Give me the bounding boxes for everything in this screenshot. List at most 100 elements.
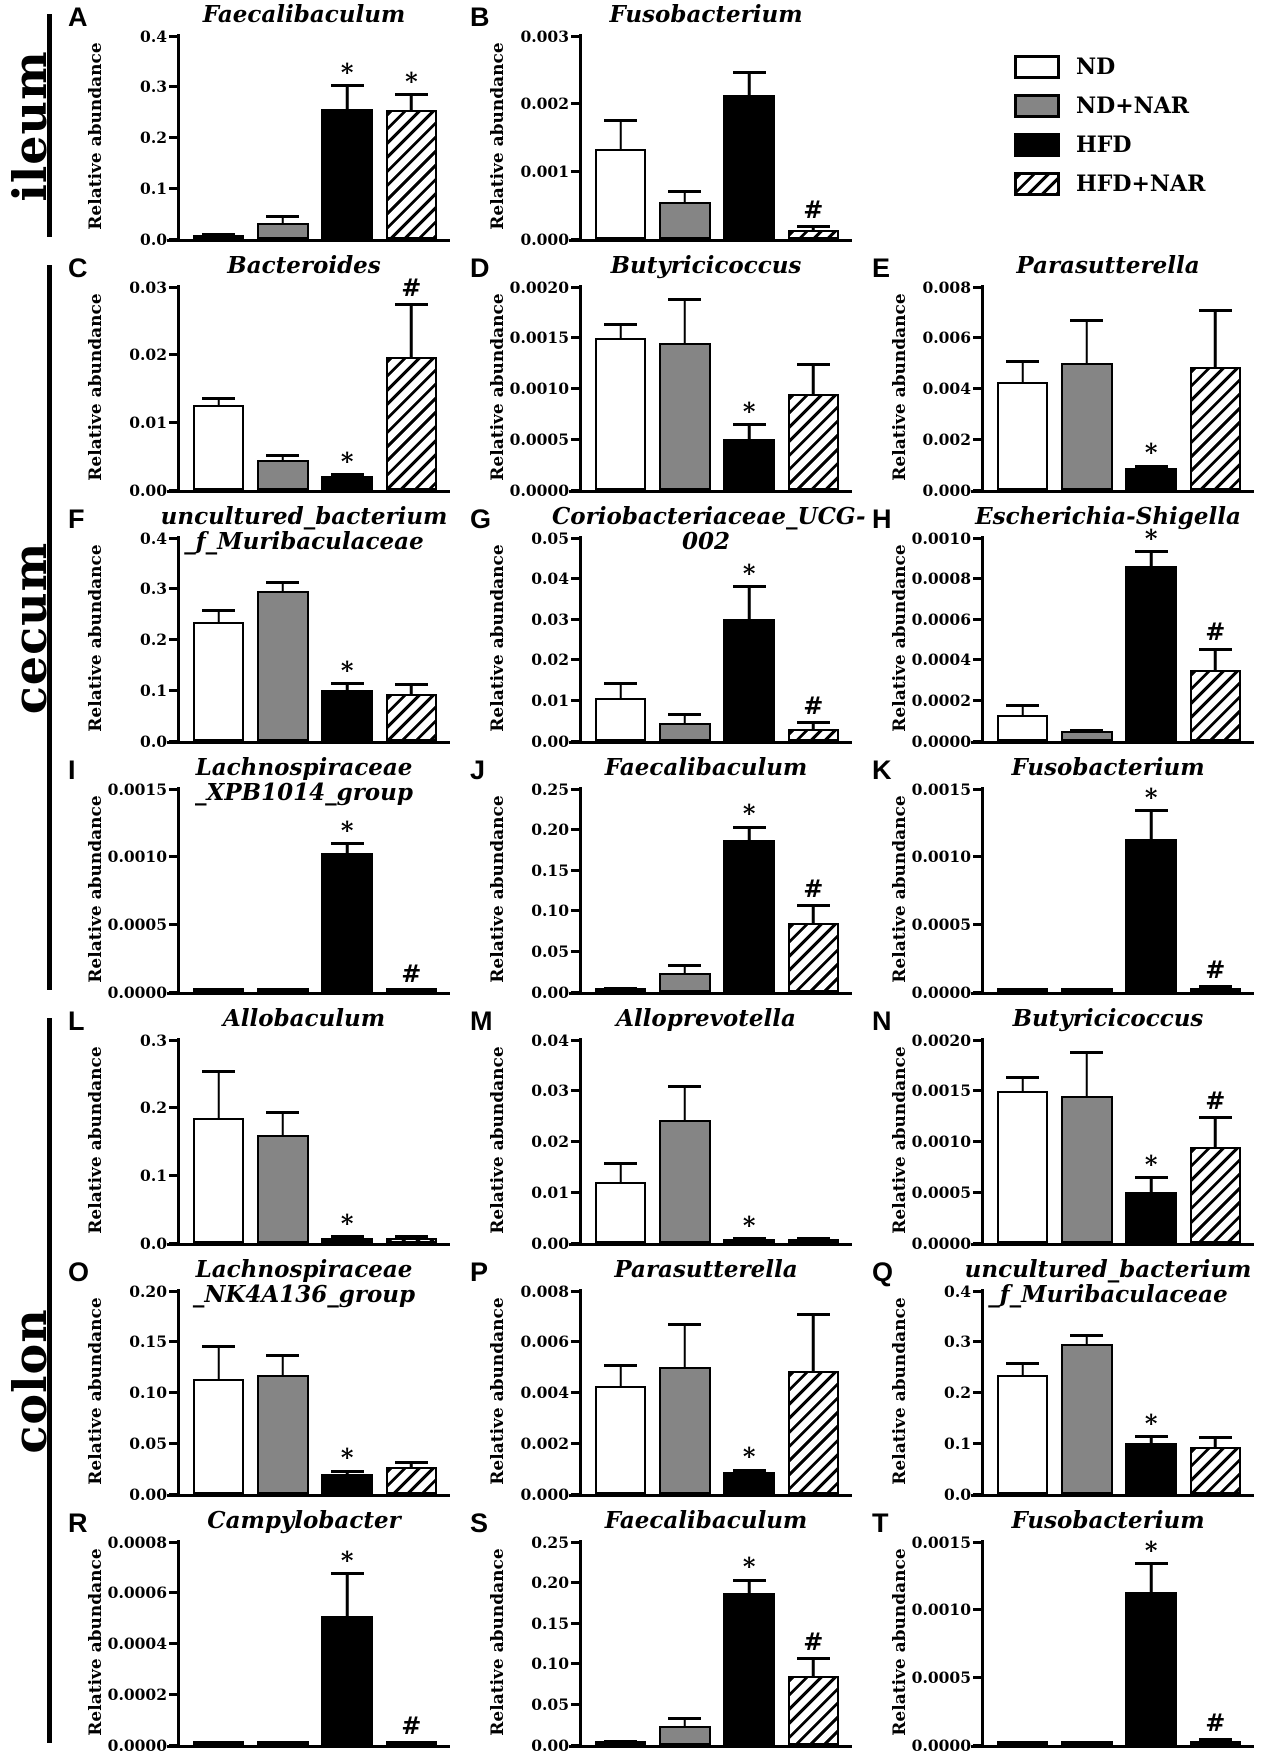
y-tick-label: 0.0006 bbox=[107, 1583, 167, 1602]
error-bar-line bbox=[747, 71, 751, 95]
bar-cell-ND bbox=[192, 789, 245, 992]
bar-ND+NAR bbox=[659, 201, 711, 239]
bar-HFD+NAR bbox=[787, 1675, 839, 1745]
y-tick-label: 0.0005 bbox=[509, 429, 569, 449]
significance-marker: * bbox=[1144, 1408, 1158, 1438]
y-tick-mark bbox=[169, 1642, 177, 1645]
panel-title-line: uncultured_bacterium bbox=[964, 1256, 1252, 1283]
panel-row: I Relative abundance Lachnospiraceae _XPB10… bbox=[60, 753, 1267, 1004]
error-bar bbox=[257, 581, 308, 592]
error-bar-cap bbox=[796, 1312, 830, 1316]
bar-HFD bbox=[1125, 1443, 1177, 1494]
panel-title-line: Alloprevotella bbox=[616, 1005, 796, 1032]
y-axis-line bbox=[177, 1540, 180, 1748]
error-bar bbox=[1125, 809, 1176, 840]
bar-HFD+NAR bbox=[787, 229, 839, 239]
y-tick-mark bbox=[169, 1743, 177, 1747]
bar-ND bbox=[192, 621, 245, 741]
y-tick-label: 0.0 bbox=[140, 1233, 167, 1253]
y-tick-label: 0.0002 bbox=[911, 690, 971, 710]
bar-group: * # bbox=[582, 789, 852, 992]
error-bar-cap bbox=[394, 989, 428, 993]
panel-O: O Relative abundance Lachnospiraceae _NK4A1… bbox=[60, 1255, 462, 1506]
error-bar bbox=[788, 1236, 839, 1240]
plot-area: Escherichia-Shigella 0.0000 0.0002 0.0004 0.… bbox=[912, 504, 1254, 748]
y-tick-label: 0.10 bbox=[129, 1382, 167, 1402]
y-axis-label: Relative abundance bbox=[86, 1547, 106, 1736]
panel-letter: D bbox=[470, 253, 490, 283]
error-bar-cap bbox=[668, 298, 702, 302]
panel-title-line: Campylobacter bbox=[207, 1507, 401, 1534]
y-tick-mark bbox=[571, 1492, 579, 1496]
y-axis-label: Relative abundance bbox=[86, 1296, 106, 1485]
bar-cell-HFD: * bbox=[723, 789, 775, 992]
y-tick-label: 0.20 bbox=[129, 1281, 167, 1301]
error-bar-cap bbox=[202, 608, 236, 612]
panel-letter: I bbox=[68, 755, 76, 785]
significance-marker: # bbox=[1205, 955, 1226, 985]
x-axis-line bbox=[569, 490, 852, 493]
y-tick-label: 0.25 bbox=[531, 779, 569, 799]
error-bar-cap bbox=[202, 1070, 236, 1074]
error-bar bbox=[193, 608, 244, 622]
y-tick-label: 0.3 bbox=[944, 1332, 971, 1351]
y-tick-mark bbox=[571, 1089, 579, 1093]
y-tick-mark bbox=[973, 1340, 981, 1344]
error-bar-cap bbox=[266, 454, 300, 458]
y-tick-mark bbox=[571, 1743, 579, 1747]
error-bar bbox=[1190, 1435, 1241, 1447]
bar-cell-ND bbox=[192, 36, 245, 239]
bar-cell-ND+NAR bbox=[1061, 287, 1113, 490]
error-bar bbox=[257, 1741, 308, 1745]
section-rows: C Relative abundance Bacteroides 0.00 0.01 0.… bbox=[60, 251, 1267, 1004]
y-tick-label: 0.02 bbox=[531, 650, 569, 670]
y-tick-label: 0.00 bbox=[129, 480, 167, 500]
panel-E: E Relative abundance Parasutterella 0.000 0.… bbox=[864, 251, 1266, 502]
y-tick-mark bbox=[169, 1441, 177, 1445]
error-bar-cap bbox=[668, 712, 702, 716]
y-tick-label: 0.2 bbox=[140, 629, 167, 649]
y-tick-label: 0.03 bbox=[531, 1081, 569, 1100]
panel-title-line: Escherichia-Shigella bbox=[975, 503, 1241, 530]
bar-ND+NAR bbox=[1061, 730, 1113, 741]
bar-ND+NAR bbox=[257, 1375, 309, 1494]
bar-group: * bbox=[180, 1040, 450, 1243]
plot-area: Parasutterella 0.000 0.002 0.004 0.006 0.008 * bbox=[520, 1257, 852, 1501]
bar-cell-ND+NAR bbox=[257, 287, 309, 490]
bar-ND+NAR bbox=[659, 342, 711, 490]
bar-group: * # bbox=[984, 526, 1254, 741]
x-axis-line bbox=[971, 1745, 1254, 1748]
y-tick-label: 0.006 bbox=[922, 328, 971, 347]
significance-marker: # bbox=[803, 690, 824, 720]
section-cecum: cecum C Relative abundance Bacteroides 0.00 0… bbox=[0, 251, 1267, 1004]
significance-marker: * bbox=[1144, 438, 1158, 468]
y-tick-mark bbox=[973, 617, 981, 621]
y-tick-label: 0.2 bbox=[944, 1382, 971, 1402]
significance-marker: * bbox=[1144, 524, 1158, 553]
y-tick-label: 0.0 bbox=[944, 1484, 971, 1504]
y-tick-mark bbox=[571, 1540, 579, 1544]
bar-HFD+NAR bbox=[385, 357, 437, 490]
panel-T: T Relative abundance Fusobacterium 0.0000 0.… bbox=[864, 1506, 1266, 1757]
error-bar-cap bbox=[1006, 987, 1040, 991]
panel-letter: L bbox=[68, 1006, 85, 1036]
bar-HFD bbox=[723, 840, 775, 992]
error-bar bbox=[1190, 1738, 1241, 1742]
error-bar bbox=[386, 1234, 437, 1238]
y-tick-label: 0.3 bbox=[140, 77, 167, 96]
y-tick-mark bbox=[973, 1441, 981, 1445]
y-axis-line bbox=[981, 285, 984, 493]
significance-marker: # bbox=[401, 958, 422, 988]
error-bar-line bbox=[217, 1070, 220, 1118]
panel-J: J Relative abundance Faecalibaculum 0.00 0.0… bbox=[462, 753, 864, 1004]
bar-ND bbox=[594, 337, 647, 490]
error-bar-line bbox=[683, 190, 687, 202]
y-tick-label: 0.05 bbox=[531, 941, 569, 961]
y-tick-label: 0.0010 bbox=[107, 846, 167, 866]
x-axis-line bbox=[167, 741, 450, 744]
error-bar-line bbox=[281, 1353, 285, 1376]
y-tick-mark bbox=[571, 1038, 579, 1042]
y-tick-label: 0.0010 bbox=[509, 378, 569, 398]
bar-group: * bbox=[582, 1291, 852, 1494]
